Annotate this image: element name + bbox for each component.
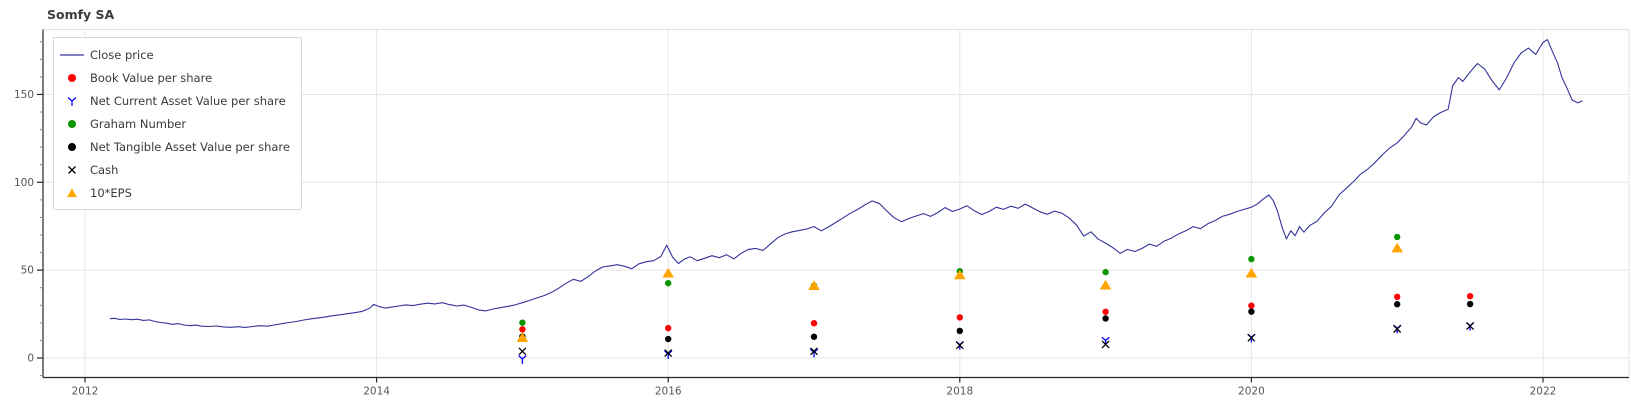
scatter-point-circle xyxy=(519,319,526,326)
x-tick-label: 2014 xyxy=(363,386,390,398)
scatter-point-circle xyxy=(1394,301,1401,308)
scatter-point-triangle_up xyxy=(954,269,966,280)
scatter-point-x xyxy=(810,347,818,356)
scatter-point-x xyxy=(1393,325,1402,333)
line-icon xyxy=(54,47,90,63)
tri_down-icon xyxy=(54,93,90,109)
legend-item: Cash xyxy=(54,158,301,181)
legend-label: Book Value per share xyxy=(90,70,213,85)
scatter-point-triangle_up xyxy=(1245,267,1258,278)
legend-label: Net Current Asset Value per share xyxy=(90,93,286,108)
legend-item: 10*EPS xyxy=(54,181,301,204)
scatter-point-tri_down xyxy=(518,355,527,364)
scatter-point-x xyxy=(518,347,527,356)
scatter-point-circle xyxy=(1102,268,1109,276)
scatter-point-triangle_up xyxy=(662,267,674,278)
legend-item: Close price xyxy=(54,43,301,66)
circle-icon xyxy=(54,116,90,132)
scatter-point-triangle_up xyxy=(1391,242,1403,253)
circle-icon xyxy=(54,70,90,86)
scatter-point-circle xyxy=(1102,308,1109,315)
circle-icon xyxy=(54,139,90,155)
chart-title: Somfy SA xyxy=(47,7,115,22)
scatter-point-circle xyxy=(1466,300,1474,308)
triangle_up-icon xyxy=(54,185,90,201)
scatter-point-circle xyxy=(810,320,818,327)
x-tick-label: 2022 xyxy=(1530,386,1557,398)
scatter-point-circle xyxy=(1394,233,1401,241)
y-tick-label: 0 xyxy=(27,353,34,365)
scatter-point-circle xyxy=(956,327,963,335)
legend-label: Graham Number xyxy=(90,116,187,131)
scatter-point-x xyxy=(664,349,673,358)
scatter-point-triangle_up xyxy=(516,332,529,342)
legend-label: Close price xyxy=(90,47,154,62)
scatter-point-circle xyxy=(665,279,672,287)
legend-label: Cash xyxy=(90,162,119,177)
scatter-point-circle xyxy=(665,324,672,332)
legend-label: Net Tangible Asset Value per share xyxy=(90,139,290,154)
scatter-point-x xyxy=(955,341,964,350)
x-icon xyxy=(54,162,90,178)
scatter-point-circle xyxy=(665,335,672,343)
scatter-point-circle xyxy=(1102,315,1109,322)
legend-item: Graham Number xyxy=(54,112,301,135)
scatter-point-circle xyxy=(1248,302,1255,309)
legend: Close price Book Value per share Net Curre… xyxy=(53,37,302,210)
legend-item: Book Value per share xyxy=(54,66,301,89)
legend-label: 10*EPS xyxy=(90,185,132,200)
y-tick-label: 150 xyxy=(14,89,34,101)
x-tick-label: 2016 xyxy=(655,386,682,398)
x-tick-label: 2020 xyxy=(1238,386,1265,398)
legend-item: Net Current Asset Value per share xyxy=(54,89,301,112)
x-tick-label: 2018 xyxy=(946,386,973,398)
scatter-point-circle xyxy=(1248,255,1255,263)
close-price-line xyxy=(109,39,1583,328)
scatter-point-circle xyxy=(956,314,963,321)
scatter-point-circle xyxy=(810,333,818,340)
y-tick-label: 100 xyxy=(14,177,34,189)
scatter-point-circle xyxy=(1466,292,1474,300)
scatter-point-triangle_up xyxy=(1099,279,1112,290)
scatter-point-circle xyxy=(1394,293,1401,301)
scatter-point-circle xyxy=(1248,308,1255,315)
scatter-point-x xyxy=(1101,340,1110,349)
x-tick-label: 2012 xyxy=(72,386,99,398)
scatter-point-triangle_up xyxy=(808,280,820,290)
scatter-point-x xyxy=(1466,322,1475,330)
scatter-point-circle xyxy=(519,326,526,333)
scatter-point-x xyxy=(1247,333,1256,342)
legend-item: Net Tangible Asset Value per share xyxy=(54,135,301,158)
y-tick-label: 50 xyxy=(21,265,34,277)
